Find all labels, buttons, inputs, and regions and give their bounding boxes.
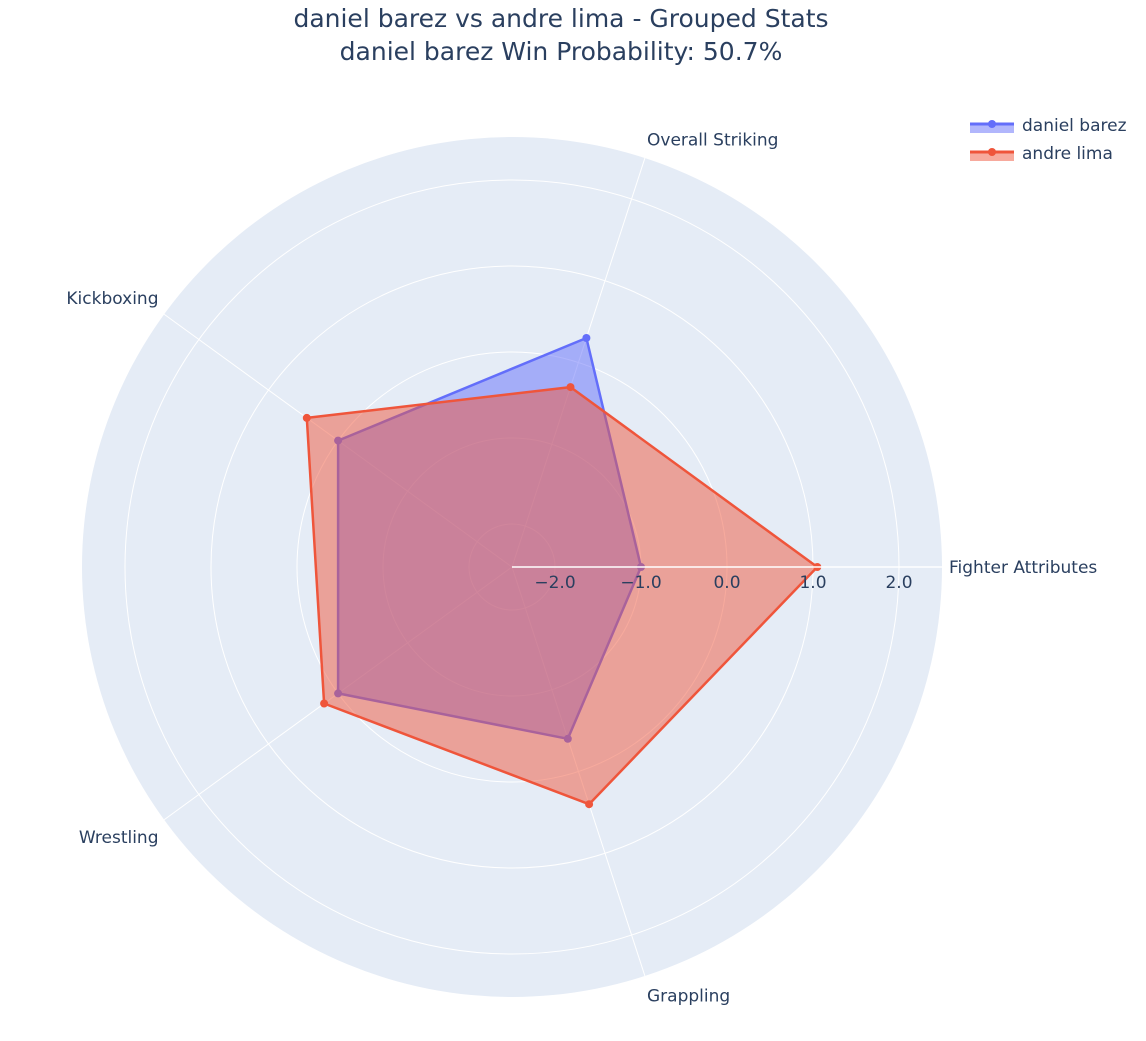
radial-tick-label-3: 1.0 <box>799 573 826 593</box>
legend-marker-0 <box>988 120 996 128</box>
series-area-1[interactable] <box>305 385 819 806</box>
category-label-0: Fighter Attributes <box>949 558 1097 578</box>
chart-title: daniel barez vs andre lima - Grouped Sta… <box>293 4 829 33</box>
category-label-4: Grappling <box>647 987 730 1007</box>
legend-swatch-0 <box>970 124 1014 133</box>
radial-tick-label-4: 2.0 <box>885 573 912 593</box>
radial-tick-label-2: 0.0 <box>713 573 740 593</box>
legend: daniel barez andre lima <box>970 116 1127 164</box>
chart-subtitle: daniel barez Win Probability: 50.7% <box>339 37 783 66</box>
series-1-point-2[interactable] <box>302 413 311 422</box>
radial-axis: −2.0 −1.0 0.0 1.0 2.0 <box>512 566 942 593</box>
legend-label-1: andre lima <box>1022 144 1113 164</box>
series-1-point-1[interactable] <box>566 383 575 392</box>
radial-tick-label-0: −2.0 <box>534 573 575 593</box>
legend-item-0[interactable]: daniel barez <box>970 116 1127 136</box>
category-label-2: Kickboxing <box>66 289 158 309</box>
chart-title-block: daniel barez vs andre lima - Grouped Sta… <box>0 2 1122 68</box>
legend-marker-1 <box>988 148 996 156</box>
legend-label-0: daniel barez <box>1022 116 1127 136</box>
angular-axis-labels: Fighter Attributes Overall Striking Kickbo… <box>66 130 1097 1006</box>
series-0-point-1[interactable] <box>582 334 591 342</box>
legend-item-1[interactable]: andre lima <box>970 144 1113 164</box>
category-label-1: Overall Striking <box>647 130 778 150</box>
series-1-point-3[interactable] <box>320 699 329 708</box>
series-1-point-4[interactable] <box>585 800 594 809</box>
legend-swatch-1 <box>970 152 1014 161</box>
radial-tick-label-1: −1.0 <box>620 573 661 593</box>
category-label-3: Wrestling <box>79 828 159 848</box>
series-layer <box>302 334 822 809</box>
